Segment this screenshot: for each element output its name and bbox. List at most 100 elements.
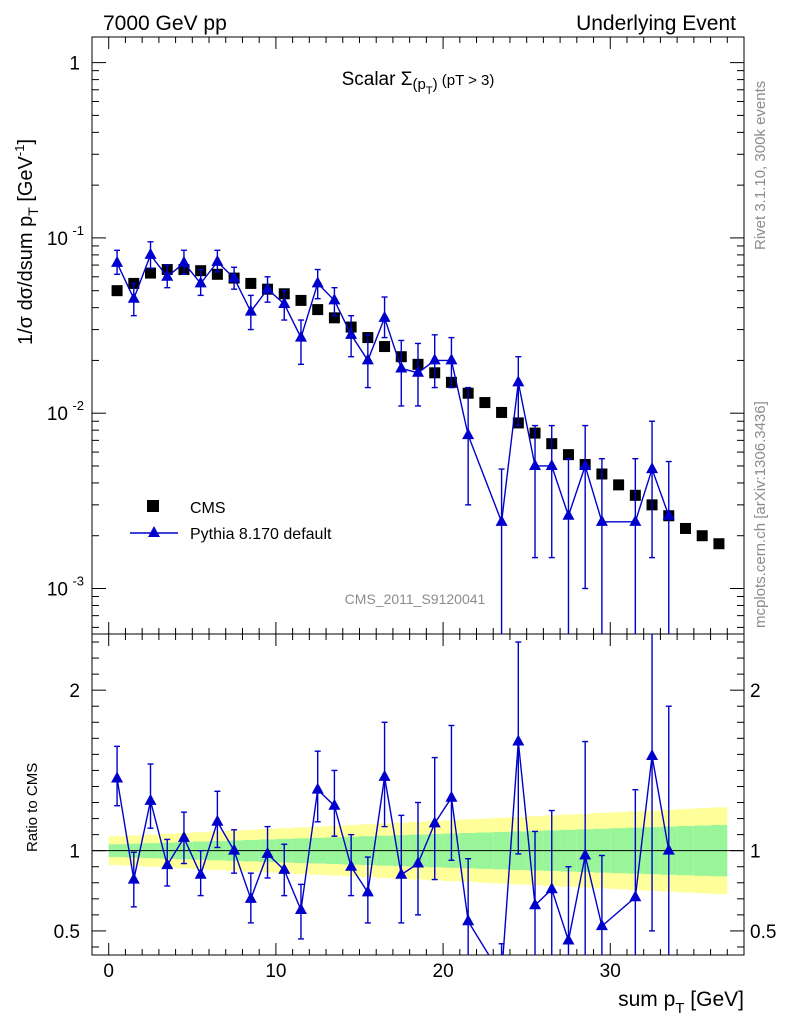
x-tick-label: 10 xyxy=(265,961,286,982)
pythia-point xyxy=(646,462,659,474)
ratio-pythia-point xyxy=(595,919,608,931)
pythia-point xyxy=(144,247,157,259)
ratio-pythia-point xyxy=(428,816,441,828)
y-tick-label: 10 xyxy=(47,404,68,425)
ratio-pythia-line xyxy=(116,741,670,955)
cms-point xyxy=(328,312,340,324)
ratio-pythia-point xyxy=(111,771,124,783)
pythia-point xyxy=(545,458,558,470)
pythia-point xyxy=(579,458,592,470)
cms-point xyxy=(613,479,625,491)
ratio-pythia-point xyxy=(646,748,659,760)
legend-cms-marker xyxy=(147,500,159,512)
x-tick-label: 20 xyxy=(433,961,454,982)
pythia-point xyxy=(161,269,174,281)
y-tick-exponent: -1 xyxy=(72,223,84,238)
ratio-pythia-point xyxy=(496,969,508,980)
top-marks xyxy=(111,241,725,634)
pythia-point xyxy=(361,353,374,365)
pythia-point xyxy=(562,508,575,520)
cms-point xyxy=(696,530,708,542)
cms-point xyxy=(312,304,324,316)
header-left: 7000 GeV pp xyxy=(103,12,227,35)
pythia-point xyxy=(445,353,458,365)
ratio-pythia-point xyxy=(177,830,190,842)
header-right: Underlying Event xyxy=(576,12,736,35)
ratio-y-tick-label: 2 xyxy=(69,681,80,702)
ratio-y-tick-label: 1 xyxy=(69,842,80,863)
pythia-point xyxy=(111,255,124,267)
pythia-point xyxy=(395,361,408,373)
pythia-point xyxy=(462,428,475,440)
cms-point xyxy=(211,268,223,280)
cms-point xyxy=(679,522,691,534)
cms-point xyxy=(245,277,257,289)
ratio-ylabel: Ratio to CMS xyxy=(24,763,41,852)
side-mcplots: mcplots.cern.ch [arXiv:1306.3436] xyxy=(752,401,769,628)
pythia-point xyxy=(629,514,642,526)
legend: CMS Pythia 8.170 default xyxy=(130,500,332,543)
ratio-pythia-point xyxy=(345,859,358,871)
top-frame xyxy=(91,36,745,635)
ratio-pythia-point xyxy=(529,898,542,910)
ratio-pythia-point xyxy=(161,858,174,870)
ratio-pythia-point xyxy=(311,782,324,794)
legend-pythia-marker xyxy=(148,526,160,537)
pythia-point xyxy=(512,375,525,387)
pythia-point xyxy=(278,296,291,308)
cms-point xyxy=(496,406,508,418)
ratio-pythia-point xyxy=(211,814,224,826)
ratio-y-tick-label-right: 1 xyxy=(750,842,761,863)
ratio-frame xyxy=(91,633,745,956)
pythia-point xyxy=(228,271,241,283)
ratio-pythia-point xyxy=(278,862,291,874)
pythia-point xyxy=(662,508,675,520)
ratio-pythia-point xyxy=(562,933,575,945)
pythia-point xyxy=(177,255,190,267)
ratio-pythia-point xyxy=(545,882,558,894)
ratio-pythia-point xyxy=(445,790,458,802)
x-tick-label: 30 xyxy=(600,961,621,982)
ratio-y-tick-label: 0.5 xyxy=(54,922,80,943)
ratio-pythia-point xyxy=(328,798,341,810)
pythia-point xyxy=(311,276,324,288)
pythia-point xyxy=(412,365,424,377)
pythia-point xyxy=(595,514,608,526)
ratio-pythia-point xyxy=(228,843,241,855)
ratio-pythia-point xyxy=(395,867,408,879)
ratio-pythia-point xyxy=(662,843,675,855)
y-tick-label: 1 xyxy=(69,54,80,75)
pythia-point xyxy=(378,310,391,322)
ratio-y-tick-label-right: 0.5 xyxy=(750,922,776,943)
y-tick-label: 10 xyxy=(47,229,68,250)
ratio-y-tick-label-right: 2 xyxy=(750,681,761,702)
pythia-point xyxy=(495,514,508,526)
pythia-point xyxy=(211,254,224,266)
ratio-pythia-point xyxy=(261,846,274,858)
pythia-point xyxy=(261,282,274,294)
pythia-line xyxy=(116,253,670,523)
ratio-pythia-point xyxy=(361,885,374,897)
y-tick-label: 10 xyxy=(47,579,68,600)
pythia-point xyxy=(529,458,542,470)
ratio-pythia-point xyxy=(462,914,475,926)
legend-cms-label: CMS xyxy=(190,500,226,517)
pythia-point xyxy=(127,291,140,303)
x-axis-label: sum pT [GeV] xyxy=(618,988,744,1017)
ratio-pythia-point xyxy=(579,848,592,860)
ratio-pythia-point xyxy=(512,734,525,746)
y-tick-exponent: -2 xyxy=(72,398,84,413)
pythia-point xyxy=(294,330,307,342)
cms-point xyxy=(713,538,725,550)
legend-pythia-label: Pythia 8.170 default xyxy=(190,526,332,543)
ratio-pythia-point xyxy=(294,903,307,915)
x-tick-label: 0 xyxy=(103,961,114,982)
ratio-pythia-point xyxy=(244,891,257,903)
cms-point xyxy=(295,294,307,306)
pythia-point xyxy=(345,327,358,339)
side-rivet: Rivet 3.1.10, 300k events xyxy=(752,81,769,250)
pythia-point xyxy=(328,293,341,305)
top-ylabel: 1/σ dσ/dsum pT [GeV-1] xyxy=(12,139,41,345)
ratio-pythia-point xyxy=(194,867,207,879)
